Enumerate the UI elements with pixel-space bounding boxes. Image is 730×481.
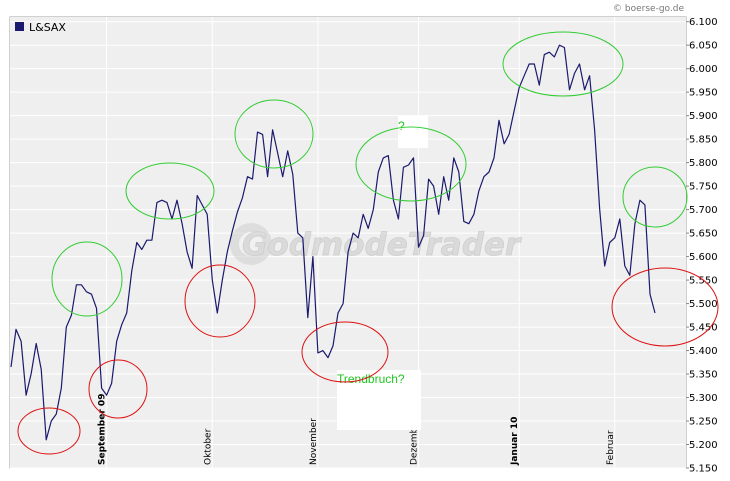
annotation-question: ? xyxy=(398,119,405,133)
y-tick-label: 5.500 xyxy=(689,299,718,310)
x-axis: September 09 Oktober November Dezember Janua… xyxy=(98,394,616,466)
green-circle xyxy=(51,241,123,317)
source-credit: © boerse-go.de xyxy=(613,4,684,14)
x-tick-label: Oktober xyxy=(203,428,213,465)
green-circle xyxy=(355,126,467,202)
annotation-box-question xyxy=(398,116,428,148)
y-tick-label: 5.550 xyxy=(689,276,718,287)
series-line-lsax xyxy=(10,44,656,441)
red-circle xyxy=(611,267,719,347)
y-tick-label: 5.250 xyxy=(689,417,718,428)
red-circle xyxy=(88,359,148,419)
red-circle xyxy=(17,407,81,455)
y-tick-label: 5.750 xyxy=(689,182,718,193)
y-tick-label: 5.350 xyxy=(689,370,718,381)
y-axis: 6.100 6.050 6.000 5.950 5.900 5.850 5.800 5.750… xyxy=(686,17,718,475)
y-tick-label: 5.800 xyxy=(689,158,718,169)
y-tick-label: 5.150 xyxy=(689,464,718,475)
legend: L&SAX xyxy=(15,21,66,34)
y-tick-label: 6.100 xyxy=(689,17,718,28)
x-tick-label: Februar xyxy=(606,430,616,465)
green-circle xyxy=(125,162,215,220)
x-tick-label: November xyxy=(309,418,319,465)
y-tick-label: 5.450 xyxy=(689,323,718,334)
y-tick-label: 5.700 xyxy=(689,205,718,216)
x-tick-label: September 09 xyxy=(98,394,108,465)
y-tick-label: 5.650 xyxy=(689,229,718,240)
red-circle xyxy=(301,321,389,383)
x-tick-label: Januar 10 xyxy=(510,417,520,466)
green-circle xyxy=(502,31,624,97)
x-tick-label: Dezember xyxy=(410,418,420,465)
svg-text:GodmodeTrader: GodmodeTrader xyxy=(242,227,522,263)
annotation-box-trendbruch xyxy=(337,370,421,430)
green-circle xyxy=(622,166,688,228)
y-tick-label: 5.600 xyxy=(689,252,718,263)
y-tick-label: 6.050 xyxy=(689,41,718,52)
y-tick-label: 5.900 xyxy=(689,111,718,122)
y-tick-label: 5.300 xyxy=(689,393,718,404)
y-tick-label: 5.850 xyxy=(689,135,718,146)
legend-label: L&SAX xyxy=(29,21,66,34)
green-circle xyxy=(234,99,314,169)
annotation-trendbruch: Trendbruch? xyxy=(337,372,405,386)
y-tick-label: 6.000 xyxy=(689,64,718,75)
red-circle xyxy=(184,264,256,338)
y-tick-label: 5.950 xyxy=(689,88,718,99)
annotation-circles xyxy=(17,31,719,455)
watermark-logo: GodmodeTrader xyxy=(230,223,522,265)
y-tick-label: 5.200 xyxy=(689,440,718,451)
y-tick-label: 5.400 xyxy=(689,346,718,357)
legend-swatch xyxy=(15,22,24,31)
